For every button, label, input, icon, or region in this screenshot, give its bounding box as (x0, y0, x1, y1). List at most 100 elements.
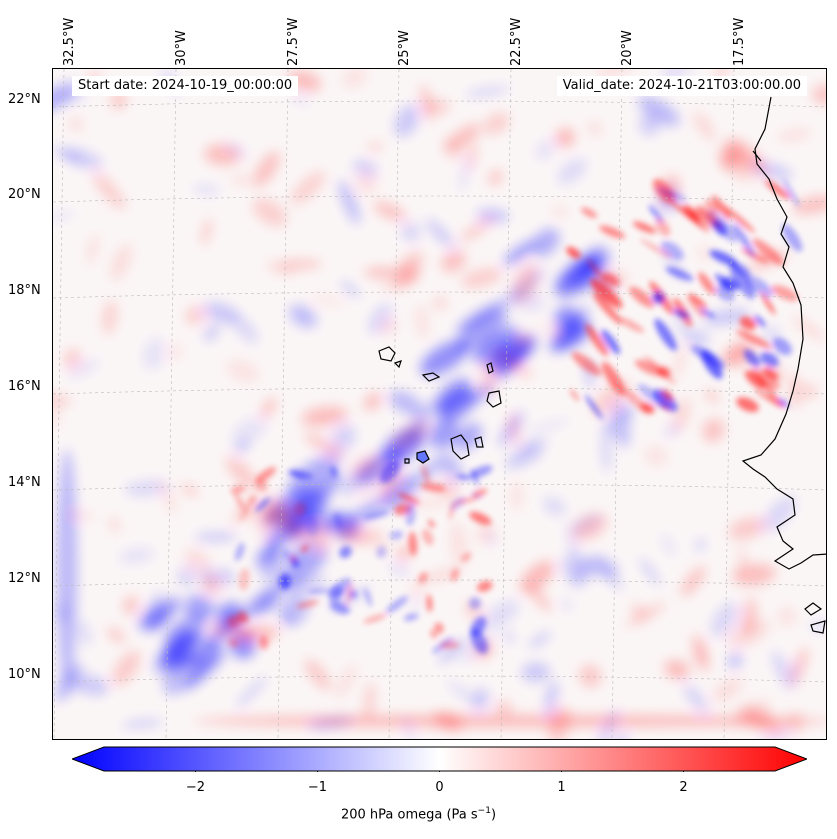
omega-contour (764, 326, 780, 342)
longitude-label: 22.5°W (509, 8, 530, 66)
omega-contour (230, 175, 254, 185)
omega-contour (368, 303, 392, 335)
omega-contour (408, 598, 422, 610)
longitude-label-text: 30°W (174, 30, 189, 66)
omega-contour (438, 388, 475, 422)
omega-contour (342, 69, 368, 88)
omega-contour (225, 141, 249, 159)
omega-contour (754, 389, 785, 408)
omega-contour (634, 359, 663, 377)
omega-contour (53, 212, 76, 222)
graticule (53, 69, 826, 739)
omega-contour (665, 266, 694, 281)
parallel-line (53, 483, 826, 491)
omega-contour (239, 498, 253, 522)
omega-contour (184, 594, 212, 623)
omega-contour (586, 258, 607, 284)
omega-contour (339, 546, 352, 559)
latitude-label: 20°N (8, 187, 41, 202)
omega-contour (419, 568, 460, 583)
omega-contour (683, 204, 700, 223)
omega-contour (234, 542, 245, 561)
longitude-label-text: 22.5°W (509, 17, 524, 66)
omega-contour (287, 470, 305, 479)
omega-contour (280, 610, 297, 627)
parallel-line (53, 579, 826, 587)
omega-contour (255, 466, 277, 483)
omega-contour (446, 123, 481, 150)
omega-contour (420, 340, 469, 376)
omega-contour (732, 222, 755, 257)
omega-contour (419, 84, 434, 121)
omega-contour (348, 472, 370, 487)
longitude-label-text: 25°W (397, 30, 412, 66)
bissagos-islands (804, 602, 826, 634)
omega-contour (704, 390, 720, 402)
colorbar-tick-label: 0 (435, 780, 444, 795)
omega-contour (741, 248, 769, 264)
cabo-verde-fogo (416, 450, 430, 464)
omega-contour (253, 151, 280, 187)
omega-contour (289, 304, 317, 328)
omega-contour (788, 374, 802, 409)
omega-contour (93, 172, 126, 210)
omega-contour (363, 267, 402, 278)
omega-contour (420, 482, 446, 492)
parallel-line (53, 675, 826, 683)
omega-contour (334, 512, 342, 530)
omega-contour (727, 652, 743, 669)
omega-contour (411, 455, 446, 486)
omega-contour (102, 299, 118, 335)
omega-contour (123, 595, 139, 616)
meridian-line (611, 69, 623, 739)
omega-contour (629, 286, 655, 308)
omega-contour (744, 370, 766, 389)
omega-contour (660, 240, 684, 260)
omega-contour (346, 582, 353, 605)
omega-contour (476, 580, 493, 592)
omega-contour (460, 267, 503, 288)
canary-coast (752, 150, 762, 162)
colorbar-tick-label: −1 (307, 780, 328, 795)
omega-contour (290, 171, 326, 205)
omega-contour (307, 588, 330, 594)
omega-contour (711, 195, 732, 220)
omega-contour (468, 597, 482, 610)
omega-contour (289, 95, 312, 106)
omega-contour (282, 549, 292, 561)
omega-contour (566, 246, 581, 259)
longitude-label-text: 17.5°W (732, 17, 747, 66)
omega-contour (728, 517, 766, 540)
omega-contour (338, 180, 360, 225)
meridian-line (165, 69, 177, 739)
cabo-verde-sao-vicente (393, 360, 402, 369)
omega-contour (441, 250, 466, 273)
omega-contour (564, 514, 603, 537)
omega-contour (87, 234, 99, 265)
omega-contour (227, 614, 241, 628)
cabo-verde-boa-vista (486, 390, 502, 408)
omega-contour (585, 323, 609, 357)
omega-contour (702, 418, 725, 443)
omega-contour (411, 582, 423, 598)
omega-contour (469, 511, 492, 525)
omega-contour (639, 238, 672, 259)
latitude-label: 16°N (8, 379, 41, 394)
omega-contour (266, 261, 297, 275)
omega-contour (535, 139, 556, 160)
omega-contour (481, 600, 520, 630)
omega-contour (279, 519, 312, 542)
omega-contour (343, 495, 392, 527)
omega-contour (472, 488, 488, 498)
omega-contour (400, 221, 421, 243)
omega-contour (696, 538, 705, 551)
coastline (378, 96, 826, 634)
omega-contour (623, 388, 652, 415)
omega-contour (231, 417, 268, 444)
valid-date-label: Valid_date: 2024-10-21T03:00:00.00 (556, 76, 807, 96)
longitude-label: 25°W (397, 8, 418, 66)
omega-contour (303, 433, 344, 457)
omega-contour (557, 158, 587, 185)
omega-contour (699, 245, 710, 262)
cabo-verde-santo-antao (378, 346, 396, 362)
